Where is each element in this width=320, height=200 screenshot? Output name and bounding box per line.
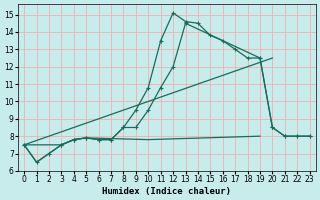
X-axis label: Humidex (Indice chaleur): Humidex (Indice chaleur)	[102, 187, 231, 196]
